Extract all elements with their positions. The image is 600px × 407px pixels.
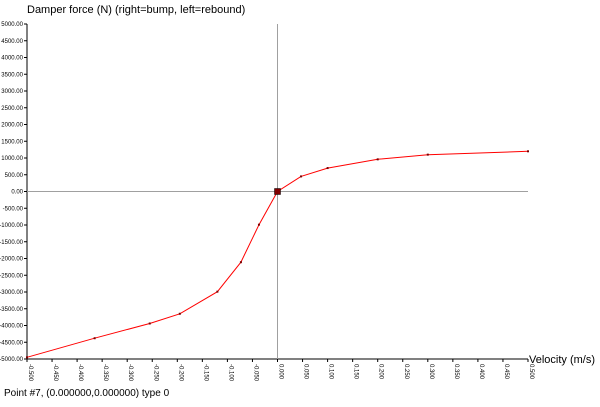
y-tick-label: 500.00 <box>5 173 24 179</box>
x-tick-label: 0.500 <box>528 364 534 380</box>
y-tick-label: -3500.00 <box>0 307 24 313</box>
y-tick-label: 4500.00 <box>1 39 23 45</box>
x-tick-label: -0.400 <box>77 364 83 382</box>
x-tick-label: -0.500 <box>27 364 33 382</box>
y-tick-label: -4500.00 <box>0 340 24 346</box>
y-tick-label: -5000.00 <box>0 357 24 363</box>
x-tick-label: -0.050 <box>252 364 258 382</box>
y-tick-label: 3000.00 <box>1 89 23 95</box>
x-tick-label: 0.350 <box>453 364 459 380</box>
y-tick-label: 2500.00 <box>1 106 23 112</box>
x-tick-label: -0.250 <box>152 364 158 382</box>
data-point[interactable] <box>376 158 379 161</box>
data-point[interactable] <box>426 153 429 156</box>
x-tick-label: 0.250 <box>403 364 409 380</box>
data-point[interactable] <box>148 322 151 325</box>
x-tick-label: 0.050 <box>303 364 309 380</box>
x-tick-label: 0.000 <box>278 364 284 380</box>
y-tick-label: 0.00 <box>11 190 23 196</box>
x-tick-label: 0.300 <box>428 364 434 380</box>
y-tick-label: 1000.00 <box>1 156 23 162</box>
y-tick-label: 2000.00 <box>1 123 23 129</box>
y-tick-label: 1500.00 <box>1 139 23 145</box>
x-tick-label: -0.100 <box>227 364 233 382</box>
x-tick-label: 0.100 <box>328 364 334 380</box>
data-point[interactable] <box>216 290 219 293</box>
data-point[interactable] <box>93 337 96 340</box>
x-tick-label: -0.450 <box>52 364 58 382</box>
y-tick-label: -500.00 <box>3 206 24 212</box>
y-tick-label: -2000.00 <box>0 257 24 263</box>
x-tick-label: -0.150 <box>202 364 208 382</box>
x-tick-label: 0.400 <box>478 364 484 380</box>
x-tick-label: -0.350 <box>102 364 108 382</box>
data-point[interactable] <box>239 261 242 264</box>
x-tick-labels: -0.500 -0.450 -0.400 -0.350 -0.300 -0.250 -0.2… <box>26 359 534 382</box>
data-point[interactable] <box>178 312 181 315</box>
x-tick-label: 0.450 <box>503 364 509 380</box>
x-tick-label: -0.200 <box>177 364 183 382</box>
data-point[interactable] <box>527 150 529 153</box>
status-text: Point #7, (0.000000,0.000000) type 0 <box>4 388 170 399</box>
y-tick-label: -3000.00 <box>0 290 24 296</box>
series-group <box>26 150 529 359</box>
y-tick-label: 4000.00 <box>1 56 23 62</box>
x-axis-label: Velocity (m/s) <box>529 354 595 366</box>
selected-point-marker[interactable] <box>274 188 281 195</box>
data-point[interactable] <box>300 175 303 178</box>
y-tick-label: 5000.00 <box>1 22 23 28</box>
y-tick-label: -2500.00 <box>0 273 24 279</box>
x-tick-label: 0.200 <box>378 364 384 380</box>
data-point[interactable] <box>26 356 28 359</box>
x-tick-label: 0.150 <box>353 364 359 380</box>
data-point[interactable] <box>257 223 260 226</box>
y-tick-label: -1000.00 <box>0 223 24 229</box>
y-tick-labels: 5000.00 4500.00 4000.00 3500.00 3000.00 2500.… <box>0 22 27 363</box>
data-point[interactable] <box>326 167 329 170</box>
chart-title: Damper force (N) (right=bump, left=rebou… <box>27 4 245 16</box>
y-tick-label: 3500.00 <box>1 72 23 78</box>
y-tick-label: -1500.00 <box>0 240 24 246</box>
y-tick-label: -4000.00 <box>0 324 24 330</box>
x-tick-label: -0.300 <box>127 364 133 382</box>
